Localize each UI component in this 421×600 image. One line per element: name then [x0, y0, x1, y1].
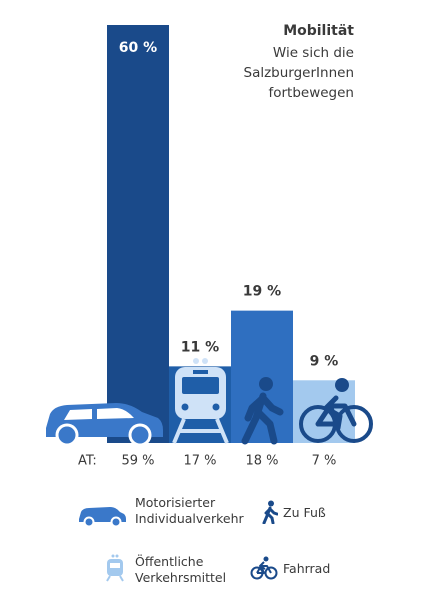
value-label: 11 % — [181, 339, 219, 355]
train-light — [181, 403, 189, 411]
bike-rider — [335, 378, 349, 392]
value-label: 19 % — [243, 284, 281, 300]
reference-value: 18 % — [245, 454, 278, 469]
icons — [46, 358, 373, 447]
train-icon — [193, 358, 199, 364]
legend-car-icon — [79, 507, 126, 527]
chart-subtitle: SalzburgerInnen — [244, 65, 355, 81]
walker-icon — [241, 392, 284, 445]
train-icon — [202, 358, 208, 364]
reference-label: AT: — [78, 454, 97, 469]
value-label: 60 % — [119, 40, 157, 56]
walker-icon — [259, 377, 273, 391]
chart: Mobilität Wie sich die SalzburgerInnen for… — [46, 23, 373, 469]
train-light — [212, 403, 220, 411]
bike-icon — [315, 395, 357, 431]
bar — [107, 25, 169, 443]
chart-subtitle: fortbewegen — [268, 85, 354, 101]
train-window — [182, 377, 219, 394]
legend-train-icon — [106, 554, 124, 582]
legend-walk-icon — [262, 500, 278, 524]
legend-label: Motorisierter Individualverkehr — [135, 495, 244, 526]
reference-value: 59 % — [121, 454, 154, 469]
train-sign — [193, 370, 208, 374]
value-label: 9 % — [310, 353, 339, 369]
car-wheel — [128, 423, 152, 447]
reference-value: 7 % — [312, 454, 337, 469]
train-rails — [172, 418, 229, 444]
chart-title: Mobilität — [283, 23, 354, 39]
legend-label: Zu Fuß — [283, 505, 326, 520]
chart-subtitle: Wie sich die — [273, 45, 354, 61]
car-wheel — [55, 423, 79, 447]
bar — [231, 310, 293, 443]
legend-label: Öffentliche Verkehrsmittel — [135, 554, 227, 585]
legend-label: Fahrrad — [283, 561, 331, 576]
legend-bike-icon — [250, 556, 278, 580]
car-window — [64, 408, 134, 420]
reference-value: 17 % — [183, 454, 216, 469]
